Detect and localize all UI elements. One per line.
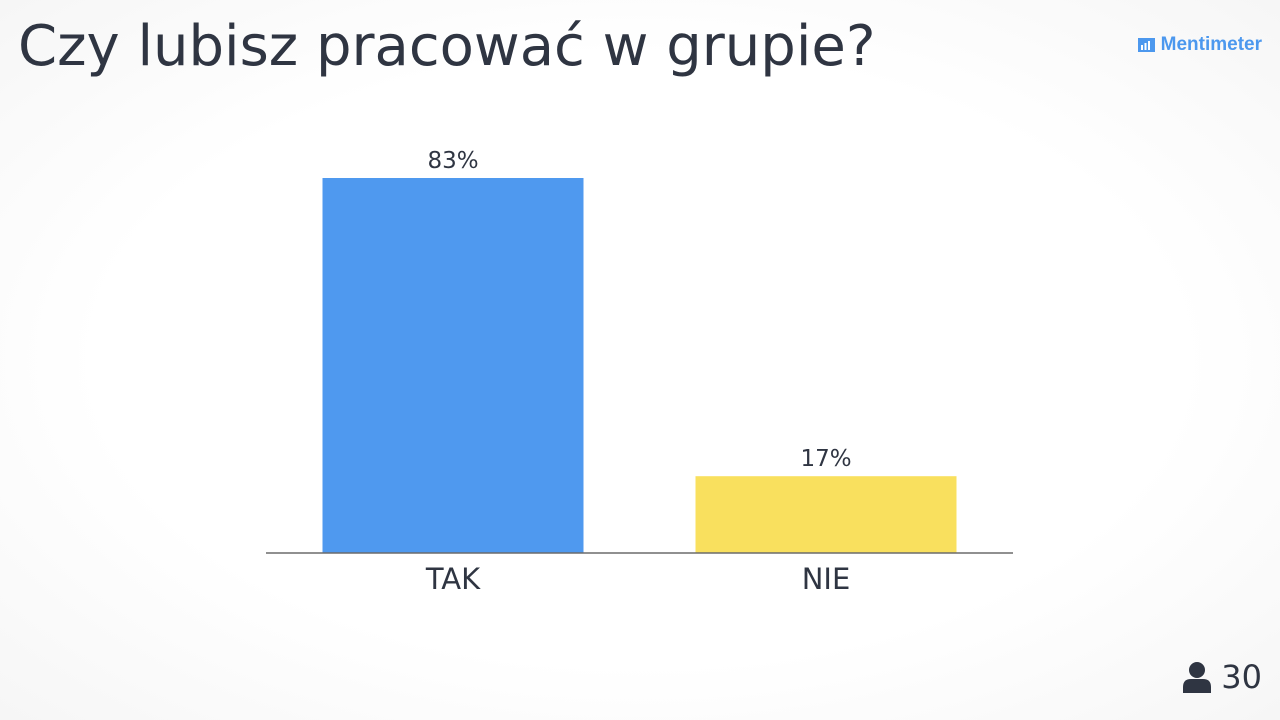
participant-count: 30	[1183, 658, 1262, 696]
value-label-nie: 17%	[800, 446, 851, 472]
user-icon	[1183, 662, 1212, 693]
bar-chart-icon	[1137, 38, 1155, 52]
value-label-tak: 83%	[427, 148, 478, 174]
brand-name: Mentimeter	[1160, 34, 1262, 55]
bar-tak	[322, 178, 584, 553]
participant-count-value: 30	[1221, 658, 1262, 696]
category-label-nie: NIE	[802, 562, 851, 596]
slide-title: Czy lubisz pracować w grupie?	[18, 14, 876, 79]
mentimeter-logo: Mentimeter	[1137, 34, 1262, 56]
category-label-tak: TAK	[425, 562, 481, 596]
bar-nie	[695, 476, 957, 553]
